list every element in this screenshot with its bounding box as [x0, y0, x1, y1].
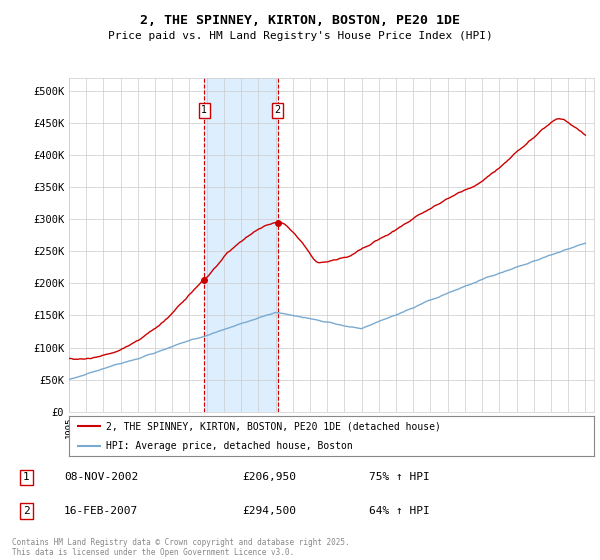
Text: 2, THE SPINNEY, KIRTON, BOSTON, PE20 1DE (detached house): 2, THE SPINNEY, KIRTON, BOSTON, PE20 1DE… — [106, 421, 440, 431]
Text: 16-FEB-2007: 16-FEB-2007 — [64, 506, 138, 516]
Text: 2: 2 — [23, 506, 30, 516]
Text: 2: 2 — [274, 105, 281, 115]
Bar — [204, 78, 278, 412]
Text: 1: 1 — [201, 105, 208, 115]
Text: 64% ↑ HPI: 64% ↑ HPI — [369, 506, 430, 516]
Text: 08-NOV-2002: 08-NOV-2002 — [64, 473, 138, 482]
Text: 1: 1 — [23, 473, 30, 482]
Text: HPI: Average price, detached house, Boston: HPI: Average price, detached house, Bost… — [106, 441, 353, 451]
Text: £294,500: £294,500 — [242, 506, 296, 516]
Text: Contains HM Land Registry data © Crown copyright and database right 2025.
This d: Contains HM Land Registry data © Crown c… — [12, 538, 350, 557]
Text: Price paid vs. HM Land Registry's House Price Index (HPI): Price paid vs. HM Land Registry's House … — [107, 31, 493, 41]
Text: £206,950: £206,950 — [242, 473, 296, 482]
Text: 2, THE SPINNEY, KIRTON, BOSTON, PE20 1DE: 2, THE SPINNEY, KIRTON, BOSTON, PE20 1DE — [140, 14, 460, 27]
Text: 75% ↑ HPI: 75% ↑ HPI — [369, 473, 430, 482]
